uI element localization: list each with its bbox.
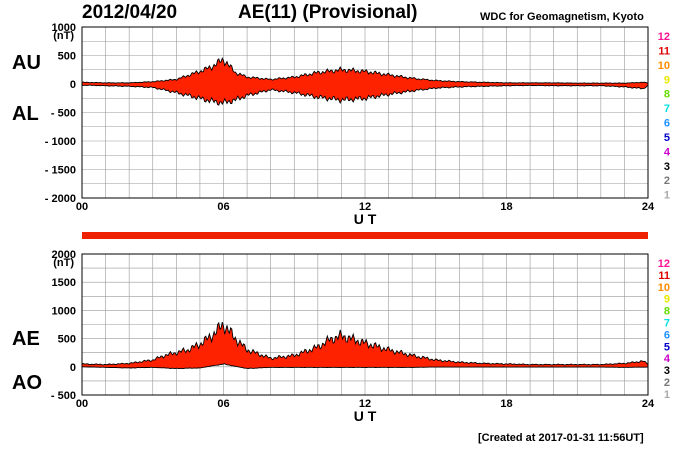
ao-label: AO (12, 372, 42, 394)
y-tick-label: 500 (58, 51, 76, 63)
x-tick-label: 12 (359, 398, 371, 410)
y-tick-label: 2000 (52, 249, 76, 261)
station-legend-2: 2 (664, 377, 670, 389)
area-fill-ae-ao (82, 322, 648, 369)
series-line-au (81, 57, 649, 84)
al-label: AL (12, 103, 39, 125)
station-legend-12: 12 (658, 258, 670, 270)
plot-frame (81, 253, 649, 396)
station-legend-10: 10 (658, 282, 670, 294)
plot-frame (81, 26, 649, 199)
station-legend-5: 5 (664, 132, 670, 144)
x-tick-label: 24 (642, 398, 655, 410)
x-tick-label: 00 (76, 201, 88, 213)
station-legend-4: 4 (664, 146, 671, 158)
x-tick-label: 18 (500, 398, 512, 410)
y-tick-label: 0 (70, 79, 76, 91)
unit-label: (nT) (53, 257, 74, 269)
station-legend-1: 1 (664, 190, 670, 202)
station-legend-8: 8 (664, 89, 670, 101)
y-tick-label: - 2000 (45, 193, 76, 205)
au-label: AU (12, 52, 41, 74)
date-title: 2012/04/20 (82, 2, 178, 23)
series-line-al (81, 84, 649, 106)
station-legend-6: 6 (664, 329, 670, 341)
station-legend-6: 6 (664, 118, 670, 130)
station-legend-1: 1 (664, 389, 670, 401)
x-tick-label: 24 (642, 201, 655, 213)
x-tick-label: 12 (359, 201, 371, 213)
ae-label: AE (12, 328, 40, 350)
y-tick-label: 1000 (52, 22, 76, 34)
created-timestamp: [Created at 2017-01-31 11:56UT] (478, 432, 644, 444)
series-line-ao (82, 363, 649, 370)
x-axis-label: U T (354, 408, 377, 424)
y-tick-label: - 1500 (45, 165, 76, 177)
y-tick-label: - 500 (51, 390, 76, 402)
x-tick-label: 06 (217, 398, 229, 410)
station-legend-11: 11 (658, 45, 670, 57)
station-legend-2: 2 (664, 175, 670, 187)
y-tick-label: - 1000 (45, 136, 76, 148)
station-legend-11: 11 (658, 270, 670, 282)
data-availability-bar (82, 232, 648, 239)
x-tick-label: 06 (217, 201, 229, 213)
station-legend-7: 7 (664, 317, 670, 329)
station-legend-3: 3 (664, 161, 670, 173)
unit-label: (nT) (53, 30, 74, 42)
source-label: WDC for Geomagnetism, Kyoto (480, 11, 644, 23)
x-tick-label: 00 (76, 398, 88, 410)
y-tick-label: 1500 (52, 277, 76, 289)
x-axis-label: U T (354, 211, 377, 227)
station-legend-8: 8 (664, 306, 670, 318)
station-legend-4: 4 (664, 353, 671, 365)
station-legend-5: 5 (664, 341, 670, 353)
station-legend-3: 3 (664, 365, 670, 377)
station-legend-12: 12 (658, 31, 670, 43)
area-fill-au-al (82, 58, 648, 106)
x-tick-label: 18 (500, 201, 512, 213)
station-legend-7: 7 (664, 103, 670, 115)
station-legend-10: 10 (658, 60, 670, 72)
y-tick-label: 1000 (52, 305, 76, 317)
page-title: AE(11) (Provisional) (238, 2, 418, 23)
y-tick-label: - 500 (51, 108, 76, 120)
series-line-ae (81, 321, 649, 366)
y-tick-label: 500 (58, 334, 76, 346)
station-legend-9: 9 (664, 294, 670, 306)
station-legend-9: 9 (664, 74, 670, 86)
y-tick-label: 0 (70, 362, 76, 374)
